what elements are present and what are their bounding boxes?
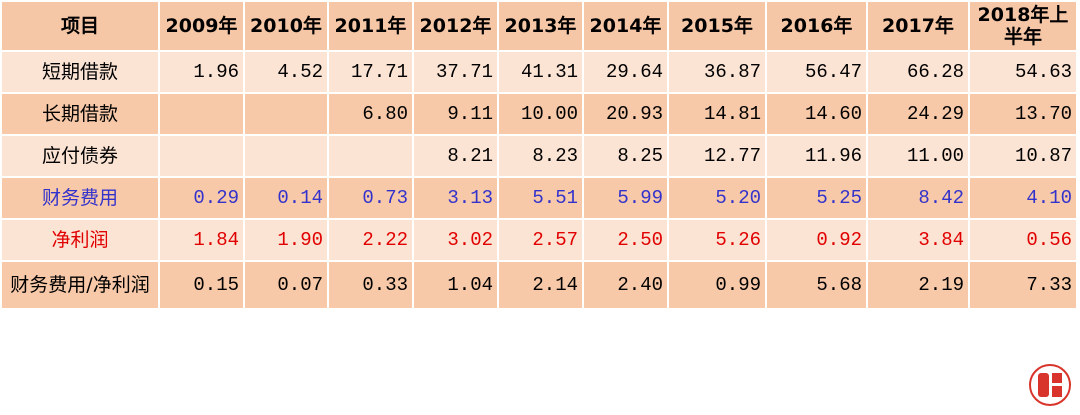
- table-row: 财务费用/净利润 0.15 0.07 0.33 1.04 2.14 2.40 0.99 5.68…: [0, 260, 1078, 310]
- row-label: 应付债券: [0, 134, 160, 178]
- value-cell: 5.51: [497, 176, 584, 220]
- value-cell: 10.00: [497, 92, 584, 136]
- value-cell: 5.25: [765, 176, 868, 220]
- table-body: 短期借款 1.96 4.52 17.71 37.71 41.31 29.64 36.87 56.…: [0, 50, 1078, 310]
- value-cell: 14.81: [667, 92, 767, 136]
- value-cell: 2.57: [497, 218, 584, 262]
- header-cell: 2017年: [866, 0, 970, 52]
- table-row: 应付债券 8.21 8.23 8.25 12.77 11.96 11.00 10.87: [0, 134, 1078, 178]
- value-cell: 1.96: [158, 50, 245, 94]
- value-cell: 0.73: [327, 176, 414, 220]
- value-cell: 3.02: [412, 218, 499, 262]
- value-cell: 2.19: [866, 260, 970, 310]
- value-cell: 56.47: [765, 50, 868, 94]
- value-cell: 0.99: [667, 260, 767, 310]
- value-cell: 0.15: [158, 260, 245, 310]
- value-cell: 0.29: [158, 176, 245, 220]
- value-cell: 12.77: [667, 134, 767, 178]
- value-cell: 5.68: [765, 260, 868, 310]
- value-cell: 9.11: [412, 92, 499, 136]
- header-cell: 2012年: [412, 0, 499, 52]
- value-cell: 13.70: [968, 92, 1078, 136]
- row-label: 财务费用/净利润: [0, 260, 160, 310]
- value-cell: 0.07: [243, 260, 329, 310]
- header-cell: 项目: [0, 0, 160, 52]
- row-label: 短期借款: [0, 50, 160, 94]
- header-cell: 2014年: [582, 0, 669, 52]
- value-cell: 14.60: [765, 92, 868, 136]
- value-cell: 41.31: [497, 50, 584, 94]
- value-cell: 3.13: [412, 176, 499, 220]
- row-label: 财务费用: [0, 176, 160, 220]
- table-row: 短期借款 1.96 4.52 17.71 37.71 41.31 29.64 36.87 56.…: [0, 50, 1078, 94]
- value-cell: 8.21: [412, 134, 499, 178]
- table-row: 财务费用 0.29 0.14 0.73 3.13 5.51 5.99 5.20 5.25 8.42…: [0, 176, 1078, 220]
- value-cell: 5.20: [667, 176, 767, 220]
- value-cell: 5.99: [582, 176, 669, 220]
- header-cell: 2011年: [327, 0, 414, 52]
- value-cell: 6.80: [327, 92, 414, 136]
- header-cell: 2018年上半年: [968, 0, 1078, 52]
- value-cell: 1.84: [158, 218, 245, 262]
- table-row: 长期借款 6.80 9.11 10.00 20.93 14.81 14.60 24.29 13.…: [0, 92, 1078, 136]
- row-label: 净利润: [0, 218, 160, 262]
- value-cell: 2.22: [327, 218, 414, 262]
- header-cell: 2016年: [765, 0, 868, 52]
- value-cell: 17.71: [327, 50, 414, 94]
- value-cell: 1.04: [412, 260, 499, 310]
- value-cell: 54.63: [968, 50, 1078, 94]
- value-cell: 8.25: [582, 134, 669, 178]
- header-cell: 2010年: [243, 0, 329, 52]
- value-cell: [158, 92, 245, 136]
- value-cell: 11.00: [866, 134, 970, 178]
- value-cell: 4.10: [968, 176, 1078, 220]
- header-row: 项目 2009年 2010年 2011年 2012年 2013年 2014年 2015年 201…: [0, 0, 1078, 52]
- header-cell: 2013年: [497, 0, 584, 52]
- value-cell: [243, 92, 329, 136]
- value-cell: [243, 134, 329, 178]
- logo: [1029, 364, 1071, 406]
- value-cell: 2.14: [497, 260, 584, 310]
- value-cell: [327, 134, 414, 178]
- table-header: 项目 2009年 2010年 2011年 2012年 2013年 2014年 2015年 201…: [0, 0, 1078, 52]
- value-cell: 11.96: [765, 134, 868, 178]
- value-cell: 8.42: [866, 176, 970, 220]
- value-cell: 36.87: [667, 50, 767, 94]
- value-cell: 37.71: [412, 50, 499, 94]
- value-cell: 24.29: [866, 92, 970, 136]
- value-cell: 0.92: [765, 218, 868, 262]
- value-cell: 3.84: [866, 218, 970, 262]
- value-cell: 66.28: [866, 50, 970, 94]
- row-label: 长期借款: [0, 92, 160, 136]
- value-cell: 2.50: [582, 218, 669, 262]
- value-cell: 2.40: [582, 260, 669, 310]
- value-cell: 8.23: [497, 134, 584, 178]
- value-cell: 20.93: [582, 92, 669, 136]
- value-cell: 1.90: [243, 218, 329, 262]
- value-cell: 29.64: [582, 50, 669, 94]
- data-table: 项目 2009年 2010年 2011年 2012年 2013年 2014年 2015年 201…: [0, 0, 1078, 310]
- value-cell: 0.56: [968, 218, 1078, 262]
- value-cell: [158, 134, 245, 178]
- value-cell: 7.33: [968, 260, 1078, 310]
- header-cell: 2015年: [667, 0, 767, 52]
- header-cell: 2009年: [158, 0, 245, 52]
- value-cell: 5.26: [667, 218, 767, 262]
- table-row: 净利润 1.84 1.90 2.22 3.02 2.57 2.50 5.26 0.92 3.84 0…: [0, 218, 1078, 262]
- value-cell: 4.52: [243, 50, 329, 94]
- value-cell: 0.14: [243, 176, 329, 220]
- value-cell: 0.33: [327, 260, 414, 310]
- value-cell: 10.87: [968, 134, 1078, 178]
